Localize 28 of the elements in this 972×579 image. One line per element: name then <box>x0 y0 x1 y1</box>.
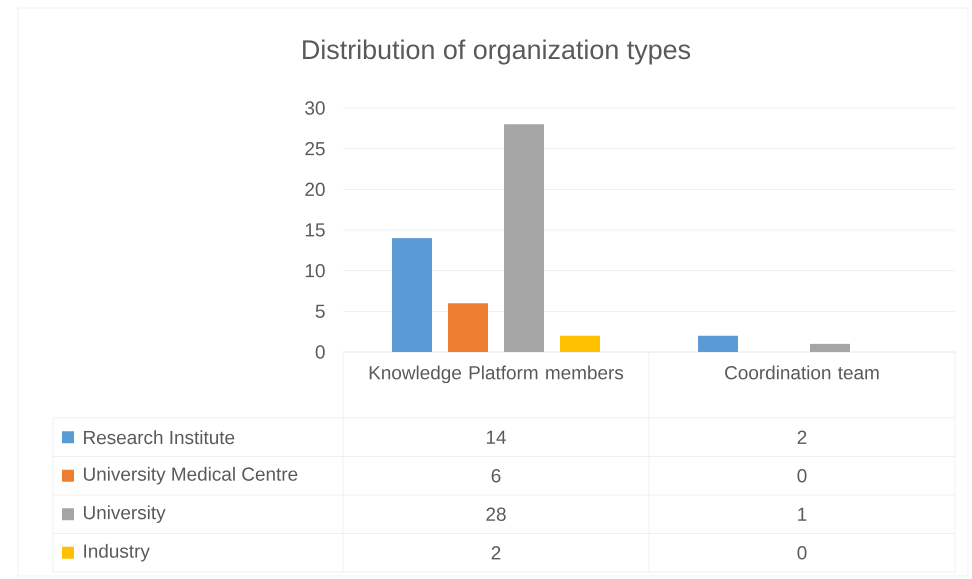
legend-label: Industry <box>84 544 150 562</box>
x-tick-label: Knowledge Platform members <box>370 366 624 384</box>
data-label: 28 <box>486 508 506 521</box>
bar <box>392 238 432 352</box>
data-label: 0 <box>797 469 807 482</box>
y-tick-label: 0 <box>316 345 325 359</box>
y-tick-label: 5 <box>316 304 325 318</box>
bar <box>504 124 544 352</box>
data-label: 6 <box>492 469 500 482</box>
y-tick-label: 15 <box>306 223 325 237</box>
bar <box>810 344 850 352</box>
bar <box>698 336 738 352</box>
data-label: 2 <box>798 430 806 444</box>
bar <box>560 336 600 352</box>
chart-title: Distribution of organization types <box>303 39 690 65</box>
legend-label: University <box>84 505 166 524</box>
y-tick-label: 25 <box>305 142 325 156</box>
data-label: 2 <box>492 546 500 560</box>
data-label: 1 <box>798 508 806 521</box>
data-label: 0 <box>797 546 807 560</box>
y-tick-label: 20 <box>305 182 325 196</box>
data-label: 14 <box>486 430 506 444</box>
legend-label: University Medical Centre <box>84 466 298 485</box>
y-tick-label: 10 <box>306 264 325 278</box>
legend-label: Research Institute <box>84 430 234 444</box>
y-tick-label: 30 <box>305 101 325 115</box>
bar <box>448 303 488 352</box>
x-tick-label: Coordination team <box>725 366 879 380</box>
